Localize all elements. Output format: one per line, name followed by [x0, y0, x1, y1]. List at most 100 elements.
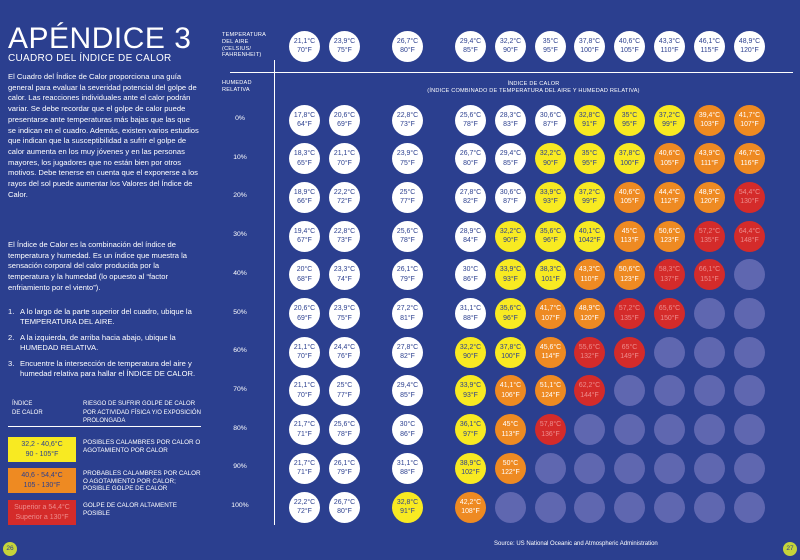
step-text: A lo largo de la parte superior del cuad… — [20, 307, 192, 326]
empty-cell — [734, 452, 765, 484]
celsius-value: 37,8°C — [618, 150, 641, 158]
heat-index-cell: 22,2°C 72°F — [289, 491, 320, 523]
celsius-value: 35°C — [581, 150, 598, 158]
heat-index-cell: 21,1°C 70°F — [289, 336, 320, 368]
fahrenheit-value: 85°F — [503, 159, 518, 167]
fahrenheit-value: 87°F — [503, 198, 518, 206]
heat-index-cell: 25,6°C 78°F — [392, 220, 423, 252]
heat-index-cell: 26,1°C 79°F — [392, 259, 423, 291]
celsius-value: 40,6°C — [618, 188, 641, 196]
heat-index-cell: 32,8°C 91°F — [574, 104, 605, 136]
fahrenheit-value: 82°F — [463, 198, 478, 206]
celsius-value: 30°C — [399, 421, 416, 429]
celsius-value: 21,7°C — [293, 421, 316, 429]
celsius-value: 25,6°C — [396, 227, 419, 235]
heat-index-cell: 57,2°C 135°F — [694, 220, 725, 252]
celsius-value: 32,8°C — [396, 498, 419, 506]
fahrenheit-value: 67°F — [297, 237, 312, 245]
legend-range-celsius: 32,2 - 40,6°C — [21, 441, 63, 448]
celsius-value: 38,3°C — [539, 266, 562, 274]
fahrenheit-value: 90°F — [543, 159, 558, 167]
fahrenheit-value: 123°F — [660, 237, 679, 245]
celsius-value: 26,1°C — [396, 266, 419, 274]
heat-index-cell: 33,9°C 93°F — [495, 259, 526, 291]
celsius-value: 32,2°C — [539, 150, 562, 158]
fahrenheit-value: 75°F — [337, 47, 352, 54]
fahrenheit-value: 69°F — [297, 314, 312, 322]
heat-index-cell: 65°C 149°F — [614, 336, 645, 368]
celsius-value: 18,9°C — [293, 188, 316, 196]
celsius-value: 32,2°C — [499, 227, 522, 235]
celsius-value: 21,1°C — [293, 37, 316, 45]
heat-index-label: ÍNDICE DE CALOR (ÍNDICE COMBINADO DE TEM… — [274, 81, 793, 95]
fahrenheit-value: 66°F — [297, 198, 312, 206]
page-subtitle: CUADRO DEL ÍNDICE DE CALOR — [8, 53, 172, 64]
air-temperature-cell: 40,6°C 105°F — [614, 30, 645, 62]
fahrenheit-value: 100°F — [501, 353, 520, 361]
fahrenheit-value: 107°F — [740, 121, 759, 128]
celsius-value: 62,2°C — [578, 382, 601, 390]
celsius-value: 57,8°C — [539, 421, 562, 429]
chart-vertical-divider — [274, 60, 275, 525]
celsius-value: 48,9°C — [738, 37, 761, 45]
definition-paragraph: El Índice de Calor es la combinación del… — [8, 240, 187, 292]
empty-cell — [535, 452, 566, 484]
page-number-left: 26 — [3, 542, 17, 556]
fahrenheit-value: 88°F — [463, 314, 478, 322]
heat-index-cell: 37,2°C 99°F — [654, 104, 685, 136]
celsius-value: 57,2°C — [618, 305, 641, 312]
fahrenheit-value: 84°F — [463, 237, 478, 245]
celsius-value: 35,6°C — [539, 227, 562, 235]
heat-index-cell: 45,6°C 114°F — [535, 336, 566, 368]
fahrenheit-value: 150°F — [660, 314, 679, 322]
legend-divider — [8, 426, 201, 427]
fahrenheit-value: 151°F — [700, 275, 719, 283]
air-temperature-cell: 23,9°C 75°F — [329, 30, 360, 62]
heat-index-cell: 57,8°C 136°F — [535, 414, 566, 446]
fahrenheit-value: 100°F — [620, 159, 639, 167]
celsius-value: 45°C — [621, 227, 638, 235]
fahrenheit-value: 132°F — [580, 353, 599, 361]
humidity-row-label: 40% — [233, 269, 247, 277]
fahrenheit-value: 70°F — [297, 353, 312, 361]
celsius-value: 29,4°C — [499, 150, 522, 158]
air-temperature-cell: 46,1°C 115°F — [694, 30, 725, 62]
heat-index-cell: 21,1°C 70°F — [329, 143, 360, 175]
fahrenheit-value: 135°F — [700, 237, 719, 245]
heat-index-cell: 35°C 95°F — [574, 143, 605, 175]
fahrenheit-value: 112°F — [660, 198, 679, 206]
humidity-row-label: 80% — [233, 424, 247, 432]
fahrenheit-value: 69°F — [337, 121, 352, 128]
heat-index-cell: 62,2°C 144°F — [574, 375, 605, 407]
celsius-value: 55,6°C — [578, 343, 601, 351]
fahrenheit-value: 116°F — [740, 159, 759, 167]
heat-index-cell: 26,7°C 80°F — [329, 491, 360, 523]
fahrenheit-value: 90°F — [503, 237, 518, 245]
fahrenheit-value: 136°F — [541, 430, 560, 438]
celsius-value: 51,1°C — [539, 382, 562, 390]
fahrenheit-value: 113°F — [620, 237, 639, 245]
step-item: 3. Encuentre la intersección de temperatu… — [8, 359, 203, 379]
fahrenheit-value: 106°F — [501, 391, 520, 399]
celsius-value: 40,6°C — [618, 37, 641, 45]
fahrenheit-value: 65°F — [297, 159, 312, 167]
fahrenheit-value: 102°F — [461, 469, 480, 477]
chart-horizontal-divider — [230, 72, 793, 73]
celsius-value: 65,6°C — [658, 305, 681, 312]
heat-index-cell: 20,6°C 69°F — [329, 104, 360, 136]
celsius-value: 22,2°C — [293, 498, 316, 506]
heat-index-cell: 35,6°C 96°F — [495, 298, 526, 329]
fahrenheit-value: 99°F — [582, 198, 597, 206]
celsius-value: 23,3°C — [333, 266, 356, 274]
air-temperature-cell: 26,7°C 80°F — [392, 30, 423, 62]
celsius-value: 27,8°C — [459, 188, 482, 196]
fahrenheit-value: 80°F — [337, 508, 352, 515]
humidity-row-label: 70% — [233, 385, 247, 393]
heat-index-cell: 66,1°C 151°F — [694, 259, 725, 291]
celsius-value: 21,1°C — [293, 343, 316, 351]
heat-index-cell: 36,1°C 97°F — [455, 414, 486, 446]
humidity-row-label: 30% — [233, 231, 247, 239]
celsius-value: 30,6°C — [499, 188, 522, 196]
legend-range-fahrenheit: 90 - 105°F — [25, 451, 59, 458]
celsius-value: 37,2°C — [658, 111, 681, 119]
